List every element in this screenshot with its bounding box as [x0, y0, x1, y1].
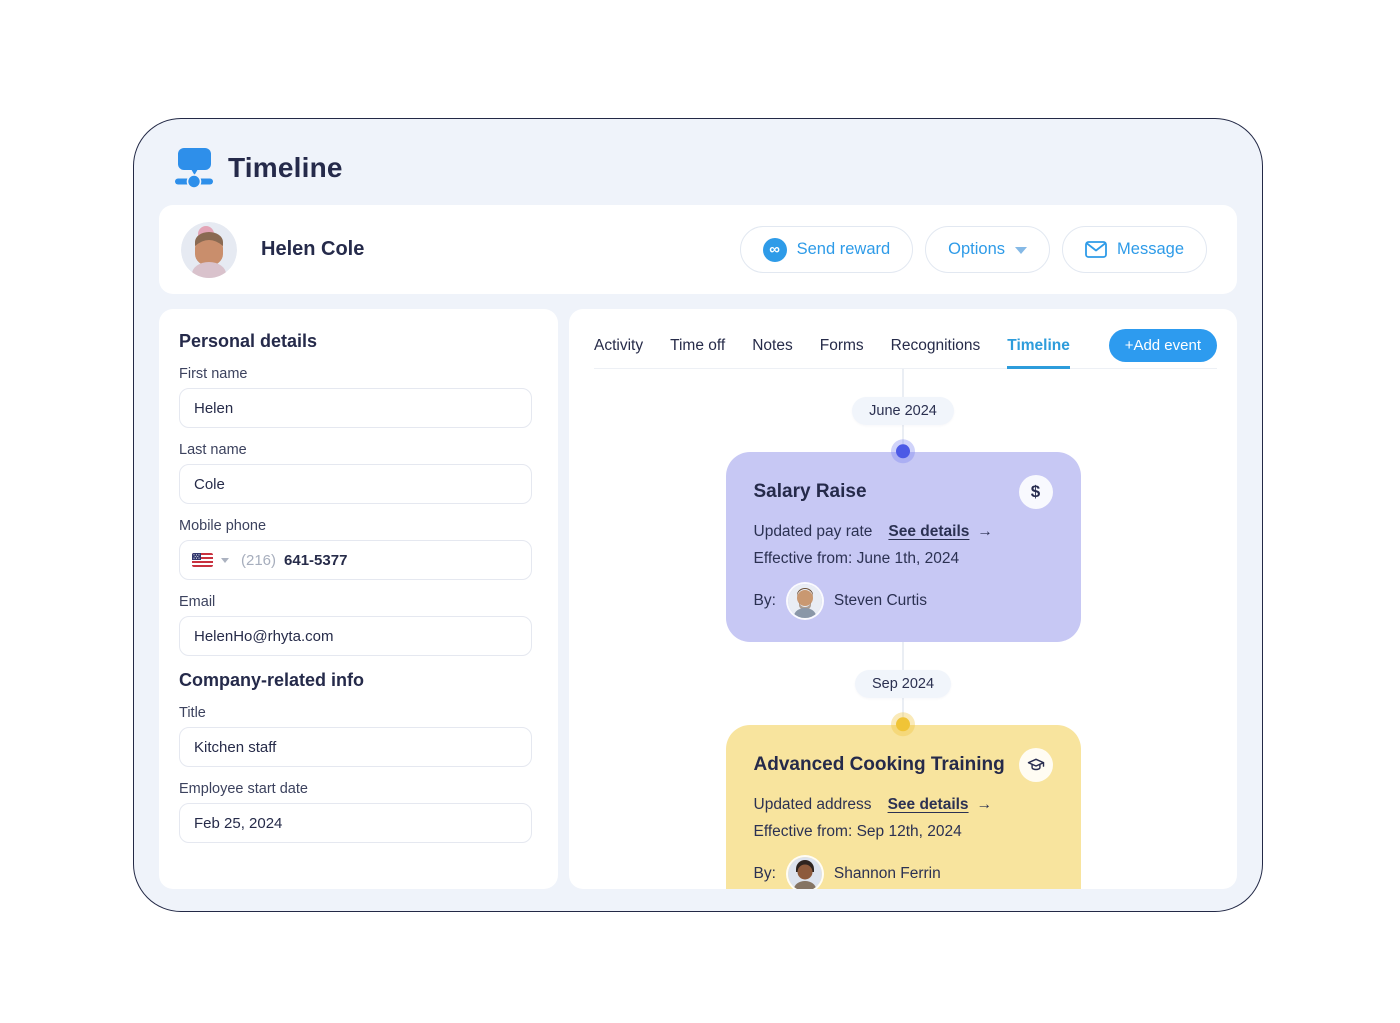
- first-name-field-group: First name: [179, 366, 532, 428]
- event-summary: Updated pay rate: [753, 523, 873, 540]
- tab-time-off[interactable]: Time off: [670, 337, 726, 354]
- timeline-date-badge: Sep 2024: [854, 670, 952, 698]
- send-reward-button[interactable]: ∞ Send reward: [739, 226, 914, 273]
- phone-area-code: (216): [241, 551, 277, 569]
- title-input[interactable]: [179, 727, 532, 767]
- mobile-phone-input[interactable]: (216) 641-5377: [179, 540, 532, 580]
- employee-profile-card: Helen Cole ∞ Send reward Options Message: [159, 205, 1237, 294]
- timeline-events: June 2024 Salary Raise $ Updated pay rat…: [569, 369, 1237, 889]
- first-name-input[interactable]: [179, 388, 532, 428]
- last-name-field-group: Last name: [179, 442, 532, 504]
- phone-number: 641-5377: [284, 551, 348, 569]
- envelope-icon: [1085, 241, 1107, 258]
- message-button[interactable]: Message: [1062, 226, 1207, 273]
- tabs-divider: [594, 368, 1217, 369]
- employee-name: Helen Cole: [261, 238, 365, 260]
- options-label: Options: [948, 240, 1006, 258]
- mobile-phone-label: Mobile phone: [179, 518, 267, 534]
- last-name-label: Last name: [179, 442, 247, 458]
- email-field-group: Email: [179, 594, 532, 656]
- timeline-node-dot: [896, 444, 910, 459]
- see-details-link[interactable]: See details: [888, 523, 970, 540]
- timeline-node-dot: [896, 717, 910, 732]
- app-header: Timeline: [134, 119, 1262, 205]
- by-label: By:: [753, 592, 776, 609]
- reward-icon: ∞: [762, 237, 787, 262]
- tab-activity[interactable]: Activity: [594, 337, 644, 354]
- timeline-app-window: Timeline Helen Cole ∞ Send reward Option…: [133, 118, 1263, 912]
- tab-recognitions[interactable]: Recognitions: [890, 337, 981, 354]
- email-input[interactable]: [179, 616, 532, 656]
- details-panel: Personal details First name Last name Mo…: [159, 309, 558, 889]
- arrow-right-icon: →: [977, 523, 993, 540]
- tabs-bar: Activity Time off Notes Forms Recognitio…: [569, 309, 1237, 369]
- chevron-down-icon: [1015, 246, 1028, 254]
- event-card-cooking-training: Advanced Cooking Training Updated addre: [725, 717, 1081, 889]
- event-title: Advanced Cooking Training: [753, 754, 1005, 775]
- personal-details-heading: Personal details: [179, 331, 318, 351]
- main-content: Personal details First name Last name Mo…: [159, 309, 1237, 889]
- add-event-button[interactable]: +Add event: [1108, 329, 1217, 362]
- event-card-salary-raise: Salary Raise $ Updated pay rate See deta…: [725, 444, 1081, 642]
- author-name: Shannon Ferrin: [833, 865, 941, 882]
- tab-forms[interactable]: Forms: [819, 337, 864, 354]
- arrow-right-icon: →: [976, 796, 993, 813]
- event-effective-date: Effective from: June 1th, 2024: [753, 550, 960, 567]
- message-label: Message: [1117, 240, 1184, 258]
- page-title: Timeline: [228, 152, 343, 183]
- employee-avatar: [181, 221, 237, 278]
- dollar-icon: $: [1018, 475, 1053, 509]
- title-field-group: Title: [179, 705, 532, 767]
- us-flag-icon: [192, 553, 213, 567]
- author-name: Steven Curtis: [833, 592, 927, 609]
- title-label: Title: [179, 705, 206, 721]
- start-date-input[interactable]: [179, 803, 532, 843]
- tab-timeline[interactable]: Timeline: [1007, 337, 1070, 369]
- graduation-cap-icon: [1018, 748, 1053, 782]
- start-date-label: Employee start date: [179, 781, 308, 797]
- author-avatar: [787, 857, 822, 889]
- event-title: Salary Raise: [753, 481, 867, 502]
- mobile-phone-field-group: Mobile phone: [179, 518, 532, 580]
- event-summary: Updated address: [753, 796, 872, 813]
- email-label: Email: [179, 594, 216, 610]
- timeline-date-badge: June 2024: [852, 397, 954, 425]
- profile-actions: ∞ Send reward Options Message: [739, 226, 1207, 273]
- timeline-view: June 2024 Salary Raise $ Updated pay rat…: [569, 369, 1237, 889]
- by-label: By:: [753, 865, 776, 882]
- start-date-field-group: Employee start date: [179, 781, 532, 843]
- timeline-logo-icon: [175, 148, 213, 189]
- last-name-input[interactable]: [179, 464, 532, 504]
- event-effective-date: Effective from: Sep 12th, 2024: [753, 823, 962, 840]
- company-info-heading: Company-related info: [179, 670, 365, 690]
- timeline-panel: Activity Time off Notes Forms Recognitio…: [569, 309, 1237, 889]
- tab-notes[interactable]: Notes: [752, 337, 793, 354]
- send-reward-label: Send reward: [796, 240, 891, 258]
- first-name-label: First name: [179, 366, 248, 382]
- options-button[interactable]: Options: [925, 226, 1051, 273]
- see-details-link[interactable]: See details: [887, 796, 969, 813]
- flag-dropdown-caret-icon[interactable]: [221, 557, 229, 563]
- author-avatar: [787, 584, 822, 618]
